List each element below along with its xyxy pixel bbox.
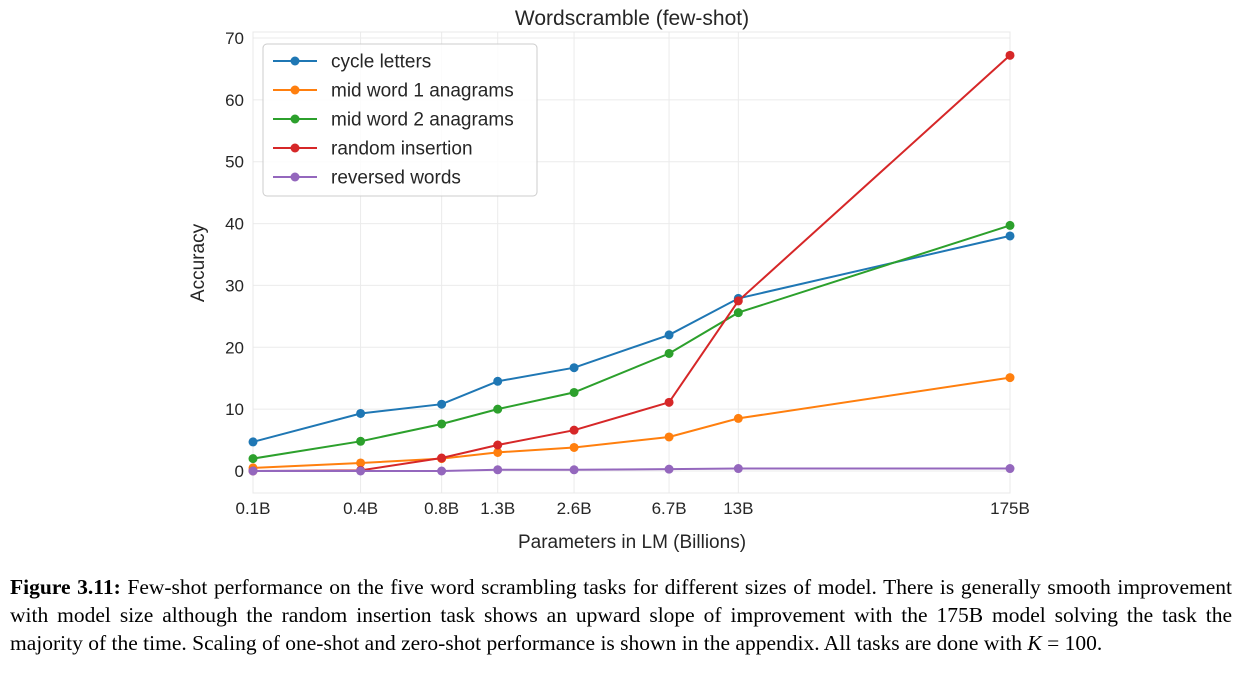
caption-label: Figure 3.11: [10,575,121,599]
x-axis-label: Parameters in LM (Billions) [518,532,746,553]
y-tick-label: 10 [225,400,244,419]
data-point-reversed-words [664,464,674,474]
chart-title: Wordscramble (few-shot) [515,7,749,30]
y-tick-label: 70 [225,29,244,48]
data-point-reversed-words [569,465,579,475]
series-group [248,50,1015,476]
legend-marker-reversed-words [290,172,300,182]
legend-label-mid-word-2-anagrams: mid word 2 anagrams [331,110,514,131]
data-point-reversed-words [493,465,503,475]
y-tick-label: 0 [235,462,244,481]
data-point-mid-word-2-anagrams [733,308,743,318]
data-point-cycle-letters [569,363,579,373]
series-line-mid-word-2-anagrams [252,224,1011,460]
data-point-cycle-letters [356,408,366,418]
caption-text: Few-shot performance on the five word sc… [10,575,1233,655]
y-tick-label: 50 [225,153,244,172]
legend-marker-cycle-letters [290,56,300,66]
x-tick-label: 0.1B [236,499,271,518]
caption-math-var: K [1027,631,1042,655]
legend: cycle letters mid word 1 anagrams mid word… [262,43,538,197]
series-line-mid-word-1-anagrams [252,376,1011,469]
data-point-cycle-letters [664,330,674,340]
x-tick-label: 13B [723,499,753,518]
x-tick-label: 6.7B [652,499,687,518]
legend-marker-mid-word-2-anagrams [290,114,300,124]
data-point-mid-word-2-anagrams [356,436,366,446]
data-point-random-insertion [733,296,743,306]
y-tick-label: 60 [225,91,244,110]
legend-marker-mid-word-1-anagrams [290,85,300,95]
y-axis-ticks: 0 10 20 30 40 50 60 70 [225,29,244,481]
data-point-mid-word-2-anagrams [1005,220,1015,230]
data-point-reversed-words [248,466,258,476]
figure-caption: Figure 3.11: Few-shot performance on the… [10,573,1232,657]
data-point-mid-word-1-anagrams [733,413,743,423]
data-point-mid-word-1-anagrams [493,447,503,457]
legend-label-cycle-letters: cycle letters [331,52,431,73]
y-tick-label: 40 [225,215,244,234]
data-point-mid-word-2-anagrams [493,404,503,414]
y-tick-label: 30 [225,276,244,295]
data-point-reversed-words [437,466,447,476]
legend-box [262,43,538,197]
data-point-cycle-letters [437,399,447,409]
legend-label-mid-word-1-anagrams: mid word 1 anagrams [331,81,514,102]
legend-label-random-insertion: random insertion [331,139,473,160]
data-point-reversed-words [733,464,743,474]
data-point-mid-word-1-anagrams [664,432,674,442]
x-tick-label: 2.6B [557,499,592,518]
data-point-random-insertion [1005,50,1015,60]
data-point-random-insertion [664,397,674,407]
data-point-mid-word-2-anagrams [248,454,258,464]
data-point-mid-word-1-anagrams [1005,373,1015,383]
data-point-cycle-letters [248,437,258,447]
data-point-cycle-letters [493,376,503,386]
y-axis-label: Accuracy [188,223,209,302]
data-point-random-insertion [493,440,503,450]
series-line-random-insertion [252,54,1011,472]
data-point-mid-word-2-anagrams [437,419,447,429]
data-point-random-insertion [569,425,579,435]
x-tick-label: 0.4B [343,499,378,518]
data-point-mid-word-2-anagrams [569,387,579,397]
data-point-reversed-words [356,466,366,476]
x-tick-label: 1.3B [480,499,515,518]
x-axis-ticks: 0.1B 0.4B 0.8B 1.3B 2.6B 6.7B 13B 175B [236,499,1030,518]
wordscramble-chart: 0 10 20 30 40 50 60 70 0.1B 0.4B 0.8B 1.3B 2.6B 6.7B… [188,7,1030,553]
legend-marker-random-insertion [290,143,300,153]
data-point-mid-word-2-anagrams [664,348,674,358]
data-point-cycle-letters [1005,231,1015,241]
data-point-mid-word-1-anagrams [356,458,366,468]
x-tick-label: 0.8B [424,499,459,518]
series-line-cycle-letters [252,234,1011,443]
plot-frame [252,31,1011,494]
data-point-mid-word-1-anagrams [569,442,579,452]
series-line-reversed-words [253,467,1010,472]
legend-label-reversed-words: reversed words [331,168,461,189]
x-tick-label: 175B [990,499,1030,518]
data-point-random-insertion [437,453,447,463]
caption-math-rest: = 100. [1041,631,1103,655]
data-point-reversed-words [1005,464,1015,474]
y-tick-label: 20 [225,338,244,357]
